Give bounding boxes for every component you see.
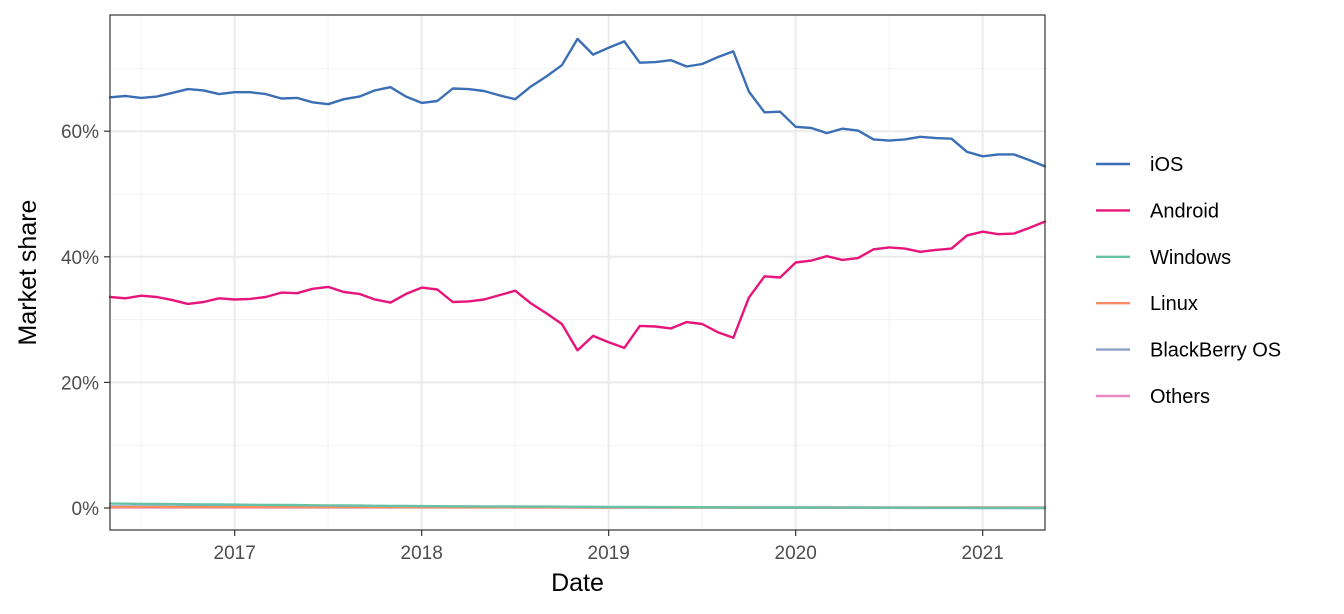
legend-label-android: Android: [1150, 200, 1219, 222]
x-axis-title: Date: [551, 569, 604, 597]
x-tick-label: 2018: [401, 543, 443, 564]
legend-label-others: Others: [1150, 386, 1210, 408]
legend-label-windows: Windows: [1150, 247, 1231, 269]
legend: iOS Android Windows Linux BlackBerry OS Other…: [1096, 154, 1281, 408]
series-line-ios: [108, 37, 1047, 168]
x-tick-label: 2021: [962, 543, 1004, 564]
y-tick-label: 40%: [61, 248, 99, 269]
y-tick-label: 0%: [72, 499, 100, 520]
x-tick-label: 2017: [214, 543, 256, 564]
series-line-android: [108, 220, 1047, 352]
x-tick-label: 2020: [775, 543, 817, 564]
panel-border: [109, 14, 1046, 531]
series-lines: [108, 37, 1047, 510]
y-tick-label: 60%: [61, 122, 99, 143]
legend-label-linux: Linux: [1150, 293, 1198, 315]
series-line-windows: [108, 502, 1047, 510]
x-tick-label: 2019: [588, 543, 630, 564]
y-axis-title: Market share: [14, 200, 42, 346]
y-tick-label: 20%: [61, 373, 99, 394]
axes: 0% 20% 40% 60% 2017 2018 2019 2020 2021: [61, 122, 1004, 564]
legend-label-blackberry-os: BlackBerry OS: [1150, 340, 1281, 362]
legend-label-ios: iOS: [1150, 154, 1183, 176]
grid: [110, 15, 1045, 530]
